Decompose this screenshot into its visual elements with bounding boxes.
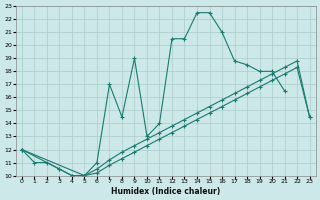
X-axis label: Humidex (Indice chaleur): Humidex (Indice chaleur) xyxy=(111,187,220,196)
